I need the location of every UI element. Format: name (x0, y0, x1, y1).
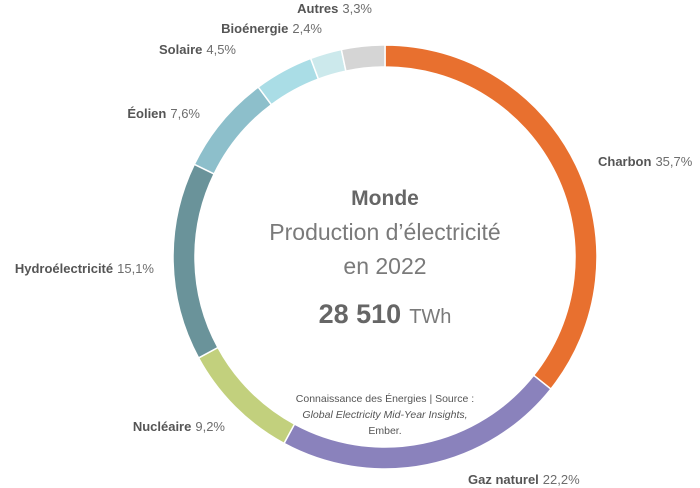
slice-percentage: 7,6% (170, 106, 200, 121)
source-line-2: Global Electricity Mid-Year Insights, (302, 409, 467, 421)
slice-percentage: 3,3% (342, 1, 372, 16)
slice-hydroelectricite (172, 163, 219, 359)
slice-label-hydroelectricite: Hydroélectricité 15,1% (15, 261, 155, 276)
slice-label-bioenergie: Bioénergie 2,4% (221, 21, 322, 36)
slice-label-nucleaire: Nucléaire 9,2% (133, 419, 226, 434)
slice-label-gaz-naturel: Gaz naturel 22,2% (468, 472, 580, 487)
slice-gaz-naturel (283, 374, 552, 470)
slice-label-solaire: Solaire 4,5% (159, 42, 236, 57)
source-line-1: Connaissance des Énergies | Source : (296, 392, 474, 405)
chart-title: Monde (351, 187, 419, 210)
slice-label-eolien: Éolien 7,6% (127, 106, 200, 121)
total-unit: TWh (409, 306, 451, 328)
slice-percentage: 4,5% (206, 42, 236, 57)
slice-name: Gaz naturel (468, 472, 539, 487)
slice-bioenergie (309, 48, 347, 81)
slice-name: Éolien (127, 106, 166, 121)
slice-labels: Charbon 35,7% Gaz naturel 22,2% Nucléaire 9,2… (15, 1, 693, 487)
total-value: 28 510 (319, 299, 402, 329)
slice-name: Solaire (159, 42, 202, 57)
slice-solaire (257, 57, 320, 106)
slice-percentage: 22,2% (543, 472, 580, 487)
slice-name: Nucléaire (133, 419, 192, 434)
slice-name: Charbon (598, 154, 652, 169)
slice-label-autres: Autres 3,3% (297, 1, 372, 16)
slice-label-charbon: Charbon 35,7% (598, 154, 693, 169)
chart-subtitle-line-1: Production d’électricité (269, 219, 500, 245)
slice-name: Bioénergie (221, 21, 288, 36)
chart-subtitle-line-2: en 2022 (343, 253, 426, 279)
slice-name: Hydroélectricité (15, 261, 113, 276)
total-production: 28 510 TWh (319, 299, 452, 329)
slice-charbon (384, 44, 598, 391)
slice-percentage: 35,7% (655, 154, 692, 169)
slice-percentage: 15,1% (117, 261, 154, 276)
slice-autres (340, 44, 386, 72)
slice-name: Autres (297, 1, 338, 16)
donut-slices (172, 44, 598, 470)
source-line-3: Ember. (368, 425, 401, 437)
slice-percentage: 2,4% (292, 21, 322, 36)
slice-percentage: 9,2% (195, 419, 225, 434)
slice-eolien (193, 86, 273, 175)
